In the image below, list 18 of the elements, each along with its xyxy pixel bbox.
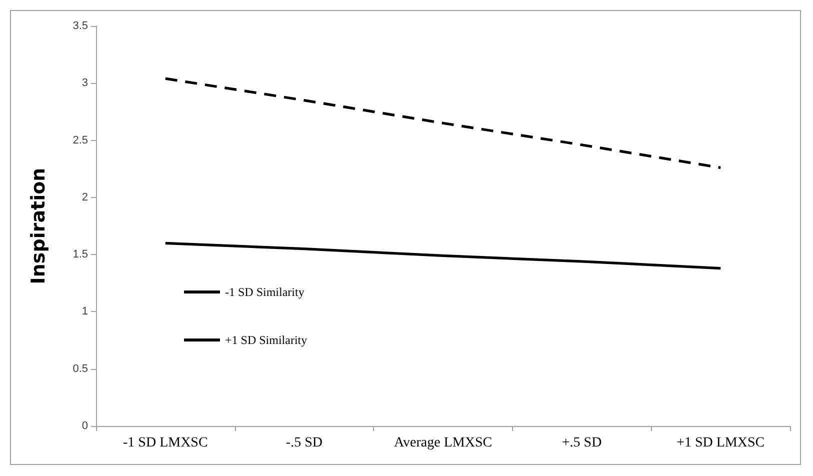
legend-label: +1 SD Similarity — [225, 333, 308, 347]
y-axis-title: Inspiration — [28, 168, 50, 284]
y-tick-label: 0.5 — [72, 362, 88, 375]
x-tick-label: +1 SD LMXSC — [676, 436, 765, 450]
line-series — [164, 77, 722, 170]
x-tick-label: -1 SD LMXSC — [123, 436, 208, 450]
y-tick-label: 2.5 — [72, 134, 88, 146]
x-tick-label: Average LMXSC — [394, 436, 492, 450]
legend-label: -1 SD Similarity — [225, 285, 304, 299]
x-tick-label: -.5 SD — [286, 436, 322, 450]
y-tick-label: 3.5 — [72, 20, 88, 32]
x-tick-label: +.5 SD — [562, 436, 602, 450]
y-tick-label: 1 — [82, 306, 88, 318]
line-series — [164, 242, 722, 270]
y-tick-label: 3 — [82, 77, 88, 90]
y-tick-label: 1.5 — [72, 248, 88, 261]
y-tick-label: 0 — [82, 420, 88, 432]
y-tick-label: 2 — [82, 191, 88, 204]
